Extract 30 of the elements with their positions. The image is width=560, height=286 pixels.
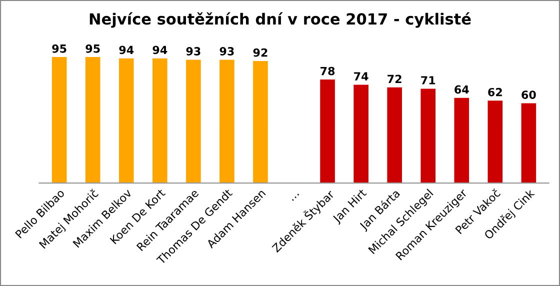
data-label: 95: [86, 44, 100, 53]
data-label: 94: [152, 46, 168, 54]
bar: [488, 100, 503, 184]
bar: [52, 57, 67, 184]
x-tick-label: …: [292, 194, 300, 201]
data-label: 62: [488, 88, 502, 96]
bar: [118, 58, 134, 184]
bar: [85, 57, 100, 184]
bar: [320, 79, 335, 184]
chart-title: Nejvíce soutěžních dní v roce 2017 - cyklisté: [90, 12, 471, 28]
data-label: 93: [220, 47, 234, 56]
bar: [152, 58, 168, 184]
bar: [186, 60, 201, 184]
data-label: 93: [186, 47, 200, 56]
data-label: 74: [354, 72, 368, 80]
data-label: 95: [52, 44, 66, 53]
bar: [420, 88, 436, 184]
data-label: 72: [388, 74, 402, 83]
data-label: 71: [421, 76, 436, 84]
bar: [220, 60, 234, 184]
bar: [253, 61, 268, 184]
data-label: 92: [253, 48, 268, 57]
bar: [521, 103, 536, 184]
data-label: 60: [522, 90, 536, 99]
bar: [454, 98, 470, 184]
data-label: 94: [119, 46, 134, 54]
data-label: 78: [320, 66, 335, 76]
data-label: 64: [454, 85, 469, 94]
bar: [387, 87, 402, 184]
bar: [354, 84, 368, 184]
